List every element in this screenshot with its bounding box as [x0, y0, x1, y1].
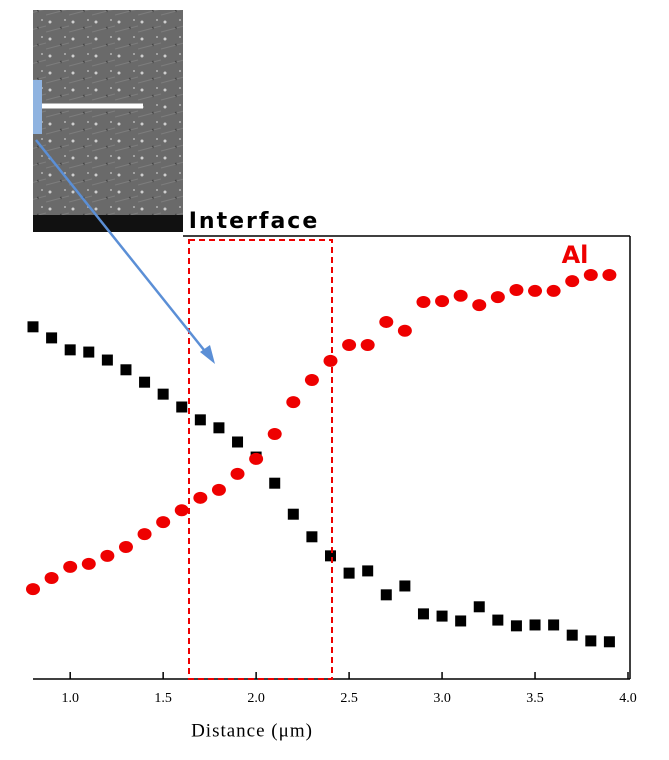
point — [304, 373, 319, 386]
point — [176, 401, 188, 413]
point — [157, 388, 169, 400]
point — [490, 291, 505, 304]
point — [436, 610, 448, 622]
point — [286, 396, 301, 409]
point — [232, 436, 244, 448]
point — [435, 295, 450, 308]
point — [602, 268, 617, 281]
point — [64, 344, 76, 356]
point — [230, 467, 245, 480]
point — [46, 332, 58, 344]
point — [63, 560, 78, 573]
point — [455, 615, 467, 627]
point — [416, 296, 431, 309]
x-tick-label: 3.0 — [433, 691, 451, 706]
sem-image — [33, 10, 183, 232]
point — [174, 504, 189, 517]
point — [306, 531, 318, 543]
x-tick-label: 1.0 — [61, 691, 79, 706]
point — [269, 477, 281, 489]
marks — [26, 268, 617, 648]
point — [397, 324, 412, 337]
point — [100, 549, 115, 562]
point — [267, 428, 282, 441]
x-tick-label: 1.5 — [154, 691, 172, 706]
point — [211, 483, 226, 496]
x-tick-label: 2.0 — [247, 691, 265, 706]
sem-info-bar — [33, 215, 183, 232]
interface-label: Interface — [189, 209, 320, 234]
point — [323, 354, 338, 367]
point — [194, 414, 206, 426]
point — [287, 508, 299, 520]
point — [583, 268, 598, 281]
al-label: Al — [562, 241, 589, 269]
point — [360, 338, 375, 351]
point — [213, 422, 225, 434]
point — [249, 452, 264, 465]
point — [510, 620, 522, 632]
point — [417, 608, 429, 620]
point — [44, 571, 59, 584]
point — [325, 550, 336, 562]
point — [566, 629, 578, 641]
point — [27, 321, 39, 333]
point — [101, 354, 113, 366]
point — [193, 491, 208, 504]
point — [342, 338, 357, 351]
point — [603, 636, 615, 648]
point — [546, 284, 561, 297]
point — [585, 635, 597, 647]
scan-marker — [33, 80, 42, 134]
point — [83, 346, 95, 358]
point — [139, 376, 151, 388]
point — [492, 614, 504, 626]
x-axis-title: Distance (μm) — [191, 720, 313, 741]
point — [399, 580, 411, 592]
interface-box — [188, 239, 333, 680]
point — [137, 528, 152, 541]
arrow-head — [200, 345, 215, 364]
point — [118, 540, 133, 553]
point — [379, 315, 394, 328]
point — [81, 557, 96, 570]
point — [565, 275, 580, 288]
arrow — [35, 139, 209, 356]
point — [509, 284, 524, 297]
point — [26, 583, 40, 596]
x-tick-label: 4.0 — [619, 691, 637, 706]
point — [380, 589, 392, 601]
point — [548, 619, 560, 631]
x-tick-label: 3.5 — [526, 691, 544, 706]
point — [528, 284, 543, 297]
point — [529, 619, 541, 631]
point — [473, 601, 485, 613]
point — [472, 299, 487, 312]
point — [343, 567, 355, 579]
x-tick-label: 2.5 — [340, 691, 358, 706]
point — [156, 516, 171, 529]
point — [362, 565, 374, 577]
point — [120, 364, 132, 376]
point — [453, 289, 468, 302]
